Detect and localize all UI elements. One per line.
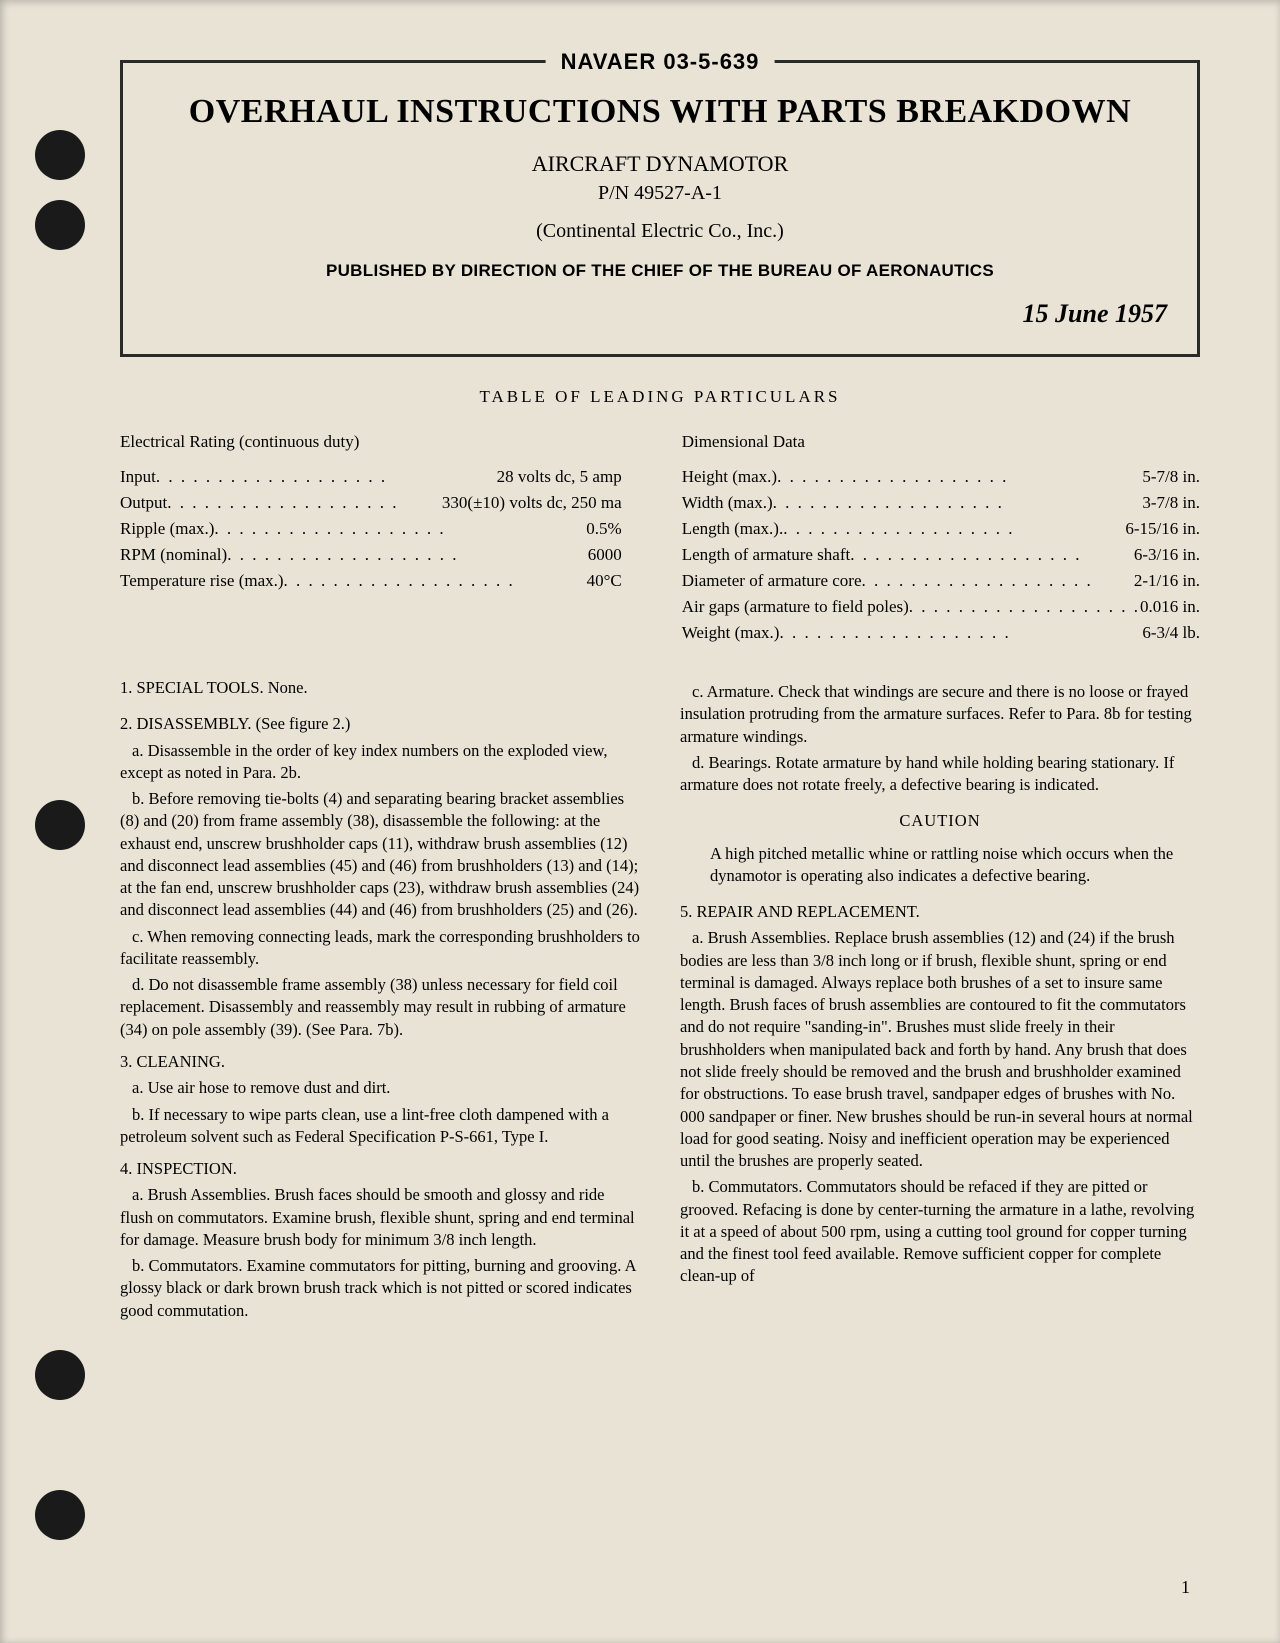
spec-row: Diameter of armature core 2-1/16 in. bbox=[682, 571, 1200, 591]
section-text: None. bbox=[268, 678, 308, 697]
para-3a: a. Use air hose to remove dust and dirt. bbox=[120, 1077, 640, 1099]
para-4c: c. Armature. Check that windings are sec… bbox=[680, 681, 1200, 748]
spec-value: 330(±10) volts dc, 250 ma bbox=[442, 493, 622, 513]
section-title: 2. DISASSEMBLY. (See figure 2.) bbox=[120, 713, 640, 735]
punch-hole bbox=[35, 800, 85, 850]
section-1: 1. SPECIAL TOOLS. None. bbox=[120, 677, 640, 699]
spec-dots bbox=[227, 545, 588, 565]
column-heading: Dimensional Data bbox=[682, 432, 1200, 452]
spec-label: Length (max.). bbox=[682, 519, 784, 539]
para-5b: b. Commutators. Commutators should be re… bbox=[680, 1176, 1200, 1287]
body-text: 1. SPECIAL TOOLS. None. 2. DISASSEMBLY. … bbox=[120, 677, 1200, 1330]
spec-row: Weight (max.) 6-3/4 lb. bbox=[682, 623, 1200, 643]
spec-row: Height (max.) 5-7/8 in. bbox=[682, 467, 1200, 487]
caution-title: CAUTION bbox=[680, 810, 1200, 832]
spec-dots bbox=[779, 623, 1142, 643]
spec-row: Length (max.). 6-15/16 in. bbox=[682, 519, 1200, 539]
spec-row: Output 330(±10) volts dc, 250 ma bbox=[120, 493, 622, 513]
section-title: 3. CLEANING. bbox=[120, 1051, 640, 1073]
spec-value: 6-3/4 lb. bbox=[1142, 623, 1200, 643]
para-2b: b. Before removing tie-bolts (4) and sep… bbox=[120, 788, 640, 922]
section-title: 5. REPAIR AND REPLACEMENT. bbox=[680, 901, 1200, 923]
spec-dots bbox=[214, 519, 586, 539]
spec-dots bbox=[167, 493, 442, 513]
part-number: P/N 49527-A-1 bbox=[153, 182, 1167, 205]
spec-label: Air gaps (armature to field poles) bbox=[682, 597, 909, 617]
spec-row: Air gaps (armature to field poles) 0.016… bbox=[682, 597, 1200, 617]
section-title: 4. INSPECTION. bbox=[120, 1158, 640, 1180]
spec-label: Width (max.) bbox=[682, 493, 773, 513]
spec-dots bbox=[773, 493, 1143, 513]
spec-value: 28 volts dc, 5 amp bbox=[497, 467, 622, 487]
spec-value: 40°C bbox=[587, 571, 622, 591]
spec-dots bbox=[850, 545, 1134, 565]
section-4: 4. INSPECTION. a. Brush Assemblies. Brus… bbox=[120, 1158, 640, 1322]
section-5: 5. REPAIR AND REPLACEMENT. a. Brush Asse… bbox=[680, 901, 1200, 1288]
document-number: NAVAER 03-5-639 bbox=[546, 49, 775, 75]
caution-body: A high pitched metallic whine or rattlin… bbox=[710, 843, 1180, 888]
section-3: 3. CLEANING. a. Use air hose to remove d… bbox=[120, 1051, 640, 1148]
body-left-column: 1. SPECIAL TOOLS. None. 2. DISASSEMBLY. … bbox=[120, 677, 640, 1330]
para-2c: c. When removing connecting leads, mark … bbox=[120, 926, 640, 971]
document-page: NAVAER 03-5-639 OVERHAUL INSTRUCTIONS WI… bbox=[0, 0, 1280, 1643]
company: (Continental Electric Co., Inc.) bbox=[153, 220, 1167, 243]
punch-hole bbox=[35, 1350, 85, 1400]
para-4a: a. Brush Assemblies. Brush faces should … bbox=[120, 1184, 640, 1251]
particulars-right-column: Dimensional Data Height (max.) 5-7/8 in.… bbox=[682, 432, 1200, 649]
column-heading: Electrical Rating (continuous duty) bbox=[120, 432, 622, 452]
spec-dots bbox=[284, 571, 587, 591]
subtitle: AIRCRAFT DYNAMOTOR bbox=[153, 151, 1167, 177]
header-box: NAVAER 03-5-639 OVERHAUL INSTRUCTIONS WI… bbox=[120, 60, 1200, 357]
spec-dots bbox=[783, 519, 1125, 539]
spec-dots bbox=[909, 597, 1140, 617]
publication-date: 15 June 1957 bbox=[153, 299, 1167, 329]
spec-dots bbox=[156, 467, 497, 487]
spec-label: Length of armature shaft bbox=[682, 545, 851, 565]
spec-value: 0.016 in. bbox=[1140, 597, 1200, 617]
spec-value: 6-15/16 in. bbox=[1125, 519, 1200, 539]
main-title: OVERHAUL INSTRUCTIONS WITH PARTS BREAKDO… bbox=[153, 93, 1167, 131]
spec-row: Ripple (max.) 0.5% bbox=[120, 519, 622, 539]
page-number: 1 bbox=[1181, 1577, 1190, 1598]
spec-value: 2-1/16 in. bbox=[1134, 571, 1200, 591]
spec-row: Length of armature shaft 6-3/16 in. bbox=[682, 545, 1200, 565]
spec-label: Ripple (max.) bbox=[120, 519, 214, 539]
spec-label: Temperature rise (max.) bbox=[120, 571, 284, 591]
spec-value: 6-3/16 in. bbox=[1134, 545, 1200, 565]
para-5a: a. Brush Assemblies. Replace brush assem… bbox=[680, 927, 1200, 1172]
punch-hole bbox=[35, 200, 85, 250]
spec-value: 6000 bbox=[588, 545, 622, 565]
section-title: 1. SPECIAL TOOLS. bbox=[120, 678, 268, 697]
published-by: PUBLISHED BY DIRECTION OF THE CHIEF OF T… bbox=[153, 261, 1167, 281]
spec-label: Output bbox=[120, 493, 167, 513]
para-2d: d. Do not disassemble frame assembly (38… bbox=[120, 974, 640, 1041]
punch-hole bbox=[35, 1490, 85, 1540]
para-3b: b. If necessary to wipe parts clean, use… bbox=[120, 1104, 640, 1149]
spec-value: 3-7/8 in. bbox=[1142, 493, 1200, 513]
spec-row: RPM (nominal) 6000 bbox=[120, 545, 622, 565]
particulars-table: Electrical Rating (continuous duty) Inpu… bbox=[120, 432, 1200, 649]
particulars-left-column: Electrical Rating (continuous duty) Inpu… bbox=[120, 432, 622, 649]
para-4d: d. Bearings. Rotate armature by hand whi… bbox=[680, 752, 1200, 797]
spec-label: Height (max.) bbox=[682, 467, 777, 487]
table-title: TABLE OF LEADING PARTICULARS bbox=[120, 387, 1200, 407]
spec-dots bbox=[777, 467, 1142, 487]
spec-label: RPM (nominal) bbox=[120, 545, 227, 565]
spec-label: Diameter of armature core bbox=[682, 571, 862, 591]
body-right-column: c. Armature. Check that windings are sec… bbox=[680, 677, 1200, 1330]
spec-dots bbox=[862, 571, 1134, 591]
spec-label: Input bbox=[120, 467, 156, 487]
spec-label: Weight (max.) bbox=[682, 623, 780, 643]
spec-value: 0.5% bbox=[586, 519, 621, 539]
spec-value: 5-7/8 in. bbox=[1142, 467, 1200, 487]
spec-row: Temperature rise (max.) 40°C bbox=[120, 571, 622, 591]
spec-row: Input 28 volts dc, 5 amp bbox=[120, 467, 622, 487]
para-4b: b. Commutators. Examine commutators for … bbox=[120, 1255, 640, 1322]
punch-hole bbox=[35, 130, 85, 180]
para-2a: a. Disassemble in the order of key index… bbox=[120, 740, 640, 785]
section-2: 2. DISASSEMBLY. (See figure 2.) a. Disas… bbox=[120, 713, 640, 1041]
spec-row: Width (max.) 3-7/8 in. bbox=[682, 493, 1200, 513]
